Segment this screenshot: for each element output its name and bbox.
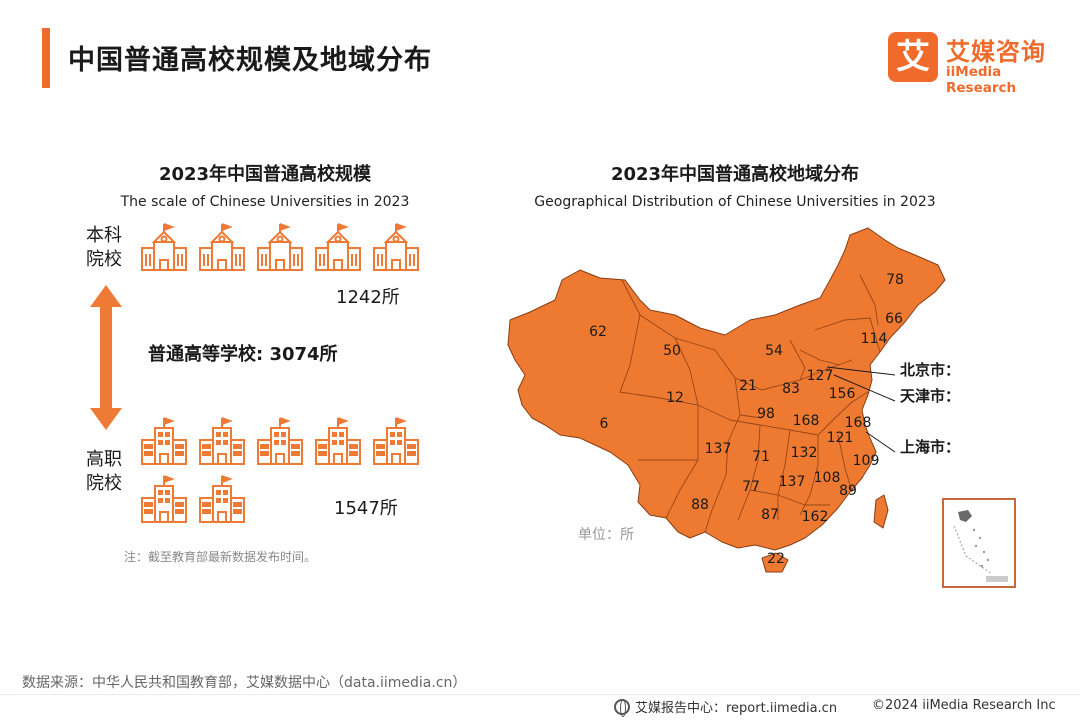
total-universities: 普通高等学校: 3074所 <box>148 344 338 365</box>
vocational-building-icon <box>315 417 361 465</box>
copyright: ©2024 iiMedia Research Inc <box>872 698 1056 713</box>
map-value-label: 北京市：92 <box>900 361 960 379</box>
map-value-label: 66 <box>885 311 903 327</box>
vocational-building-icon <box>141 475 187 523</box>
map-value-label: 109 <box>853 453 880 469</box>
university-building-icon <box>199 223 245 271</box>
map-value-label: 6 <box>600 416 609 432</box>
map-value-label: 108 <box>814 470 841 486</box>
vocational-count: 1547所 <box>334 498 398 519</box>
title-accent-bar <box>42 28 50 88</box>
report-center-link[interactable]: 艾媒报告中心：report.iimedia.cn <box>614 697 837 717</box>
hainan-island <box>761 552 789 573</box>
map-value-label: 156 <box>829 386 856 402</box>
vocational-building-icon <box>257 417 303 465</box>
footer-divider <box>0 694 1080 695</box>
map-value-label: 12 <box>666 390 684 406</box>
map-value-label: 114 <box>861 331 888 347</box>
map-value-label: 168 <box>845 415 872 431</box>
map-value-label: 54 <box>765 343 783 359</box>
vocational-label: 高职 院校 <box>86 449 122 494</box>
undergrad-label: 本科 院校 <box>86 225 122 270</box>
university-building-icon <box>141 223 187 271</box>
scale-title-cn: 2023年中国普通高校规模 <box>158 164 372 185</box>
map-value-label: 天津市：57 <box>900 387 960 405</box>
vocational-icon-row-2 <box>140 474 246 524</box>
logo-mark-icon: 艾 <box>888 32 938 82</box>
vocational-building-icon <box>141 417 187 465</box>
map-outline <box>507 227 946 551</box>
map-value-label: 77 <box>742 479 760 495</box>
map-value-label: 上海市：68 <box>900 438 960 456</box>
logo-text-en: iiMedia Research <box>946 64 1017 96</box>
taiwan-island <box>873 494 889 529</box>
map-value-label: 89 <box>839 483 857 499</box>
vocational-icon-row-1 <box>140 416 420 466</box>
map-value-label: 71 <box>752 449 770 465</box>
map-value-label: 137 <box>779 474 806 490</box>
logo-text-cn: 艾媒咨询 <box>946 38 1046 66</box>
vocational-building-icon <box>373 417 419 465</box>
university-building-icon <box>257 223 303 271</box>
map-value-label: 62 <box>589 324 607 340</box>
unit-label: 单位：所 <box>578 527 634 543</box>
map-value-label: 21 <box>739 378 757 394</box>
callout-leaders <box>826 366 896 453</box>
vocational-building-icon <box>199 475 245 523</box>
province-borders <box>619 274 881 533</box>
map-value-label: 98 <box>757 406 775 422</box>
scale-title-en: The scale of Chinese Universities in 202… <box>120 194 410 210</box>
map-value-label: 132 <box>791 445 818 461</box>
data-source: 数据来源：中华人民共和国教育部，艾媒数据中心（data.iimedia.cn） <box>22 675 467 691</box>
iimedia-logo[interactable]: 艾 艾媒咨询 iiMedia Research <box>888 32 1068 96</box>
map-value-label: 137 <box>705 441 732 457</box>
globe-icon <box>614 698 630 717</box>
page-title: 中国普通高校规模及地域分布 <box>68 45 432 76</box>
university-building-icon <box>373 223 419 271</box>
map-value-label: 162 <box>802 509 829 525</box>
distribution-title-en: Geographical Distribution of Chinese Uni… <box>534 194 936 210</box>
map-value-label: 121 <box>827 430 854 446</box>
university-building-icon <box>315 223 361 271</box>
map-value-label: 127 <box>807 368 834 384</box>
undergrad-icon-row <box>140 222 420 272</box>
vocational-building-icon <box>199 417 245 465</box>
undergrad-count: 1242所 <box>336 287 400 308</box>
double-arrow-icon <box>90 285 122 430</box>
map-value-label: 83 <box>782 381 800 397</box>
map-value-label: 50 <box>663 343 681 359</box>
south-china-sea-inset-map <box>942 498 1016 588</box>
footnote: 注：截至教育部最新数据发布时间。 <box>124 550 317 564</box>
map-value-label: 78 <box>886 272 904 288</box>
map-value-label: 88 <box>691 497 709 513</box>
map-value-label: 168 <box>793 413 820 429</box>
distribution-title-cn: 2023年中国普通高校地域分布 <box>610 164 860 185</box>
map-value-label: 22 <box>767 551 785 567</box>
map-value-label: 87 <box>761 507 779 523</box>
